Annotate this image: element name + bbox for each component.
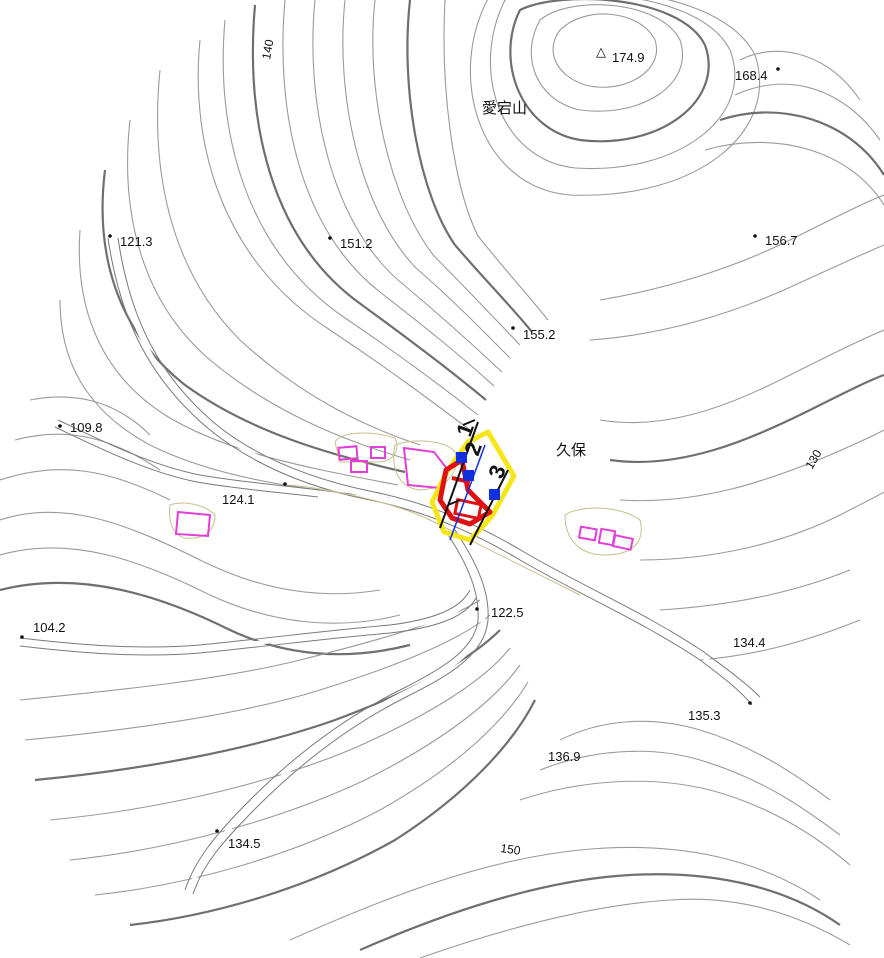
spot-height-dot (108, 234, 112, 238)
spot-height-label: 135.3 (688, 708, 721, 723)
spot-height-dot (20, 635, 24, 639)
spot-height-dot (215, 829, 219, 833)
buildings (174, 445, 635, 551)
building (611, 534, 635, 551)
spot-height-label: 151.2 (340, 236, 373, 251)
spot-height-dot (328, 236, 332, 240)
triangulation-point-icon: △ (596, 44, 606, 59)
spot-height-label: 136.9 (548, 749, 581, 764)
highlighted-site: 1 2 3 (429, 419, 517, 546)
building (174, 510, 212, 538)
building (350, 460, 368, 473)
spot-height-label: 156.7 (765, 233, 798, 248)
section-line (439, 421, 479, 529)
terrace-outlines (169, 432, 642, 596)
spot-height-label: 168.4 (735, 68, 768, 83)
section-point (489, 489, 500, 500)
place-label-atago: 愛宕山 (482, 100, 527, 117)
spot-height-label: 109.8 (70, 420, 103, 435)
building (370, 446, 386, 459)
section-mark-1: 1 (451, 420, 479, 440)
spot-height-dot (753, 234, 757, 238)
building (337, 445, 359, 461)
section-line (469, 469, 509, 546)
spot-heights: 168.4 121.3 151.2 156.7 155.2 109.8 124.… (20, 67, 798, 851)
spot-height-dot (475, 607, 479, 611)
spot-height-dot (511, 326, 515, 330)
section-point (463, 470, 474, 481)
spot-height-dot (58, 424, 62, 428)
spot-height-label: 155.2 (523, 327, 556, 342)
spot-height-label: 104.2 (33, 620, 66, 635)
spot-height-label: 121.3 (120, 234, 153, 249)
section-point (456, 452, 467, 463)
contour-label: 140 (259, 38, 276, 60)
contour-label: 130 (802, 447, 824, 472)
building (577, 525, 598, 542)
spot-height-label: 134.5 (228, 836, 261, 851)
spot-height-label: 134.4 (733, 635, 766, 650)
spot-height-dot (748, 701, 752, 705)
spot-height-label: 124.1 (222, 492, 255, 507)
spot-height-dot (283, 482, 287, 486)
place-label-kubo: 久保 (556, 442, 586, 459)
section-line (449, 444, 486, 541)
contour-label: 150 (500, 841, 522, 858)
summit-elevation: 174.9 (612, 50, 645, 65)
spot-height-label: 122.5 (491, 605, 524, 620)
roads (19, 237, 761, 895)
spot-height-dot (776, 67, 780, 71)
